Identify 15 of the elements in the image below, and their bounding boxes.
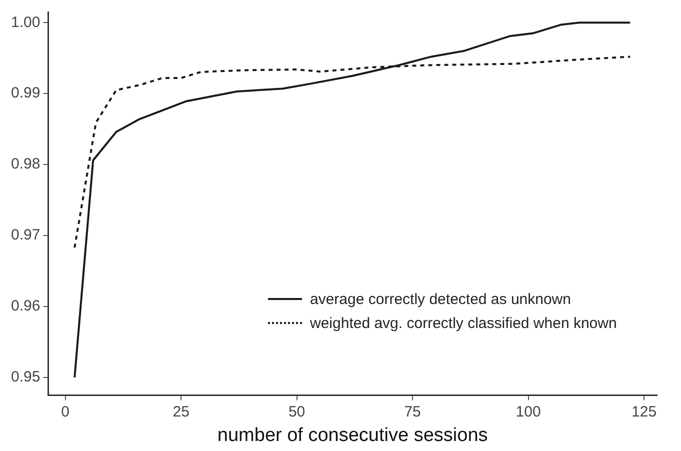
legend-label: weighted avg. correctly classified when known [310,314,617,332]
y-tick-label: 0.97 [10,226,40,244]
y-tick-label: 0.99 [10,84,40,102]
y-tick-label: 0.98 [10,156,40,173]
x-tick-label: 100 [516,403,541,420]
x-tick-label: 125 [632,403,657,420]
x-axis-title: number of consecutive sessions [217,424,488,446]
y-tick-label: 0.95 [10,368,40,386]
legend-label: average correctly detected as unknown [310,290,571,308]
y-tick-label: 1.00 [10,14,40,31]
x-tick-label: 25 [172,403,190,420]
x-tick-label: 0 [61,403,70,420]
x-tick-label: 75 [404,403,421,420]
x-tick-label: 50 [288,403,306,420]
y-tick-label: 0.96 [10,298,40,315]
